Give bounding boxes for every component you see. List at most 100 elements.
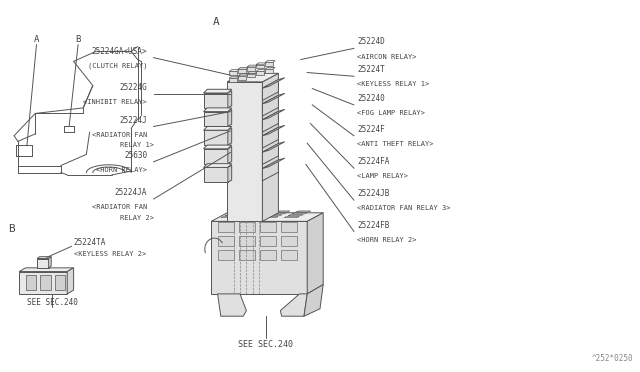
Bar (281, 236, 297, 246)
Polygon shape (204, 89, 232, 93)
Text: <HORN RELAY>: <HORN RELAY> (96, 167, 147, 173)
Text: 25224FB: 25224FB (357, 221, 390, 230)
Text: <HORN RELAY 2>: <HORN RELAY 2> (357, 237, 417, 243)
Polygon shape (37, 257, 51, 259)
Bar (55, 275, 65, 290)
Polygon shape (262, 73, 278, 221)
Polygon shape (204, 167, 228, 182)
Polygon shape (229, 76, 239, 78)
Bar (260, 236, 276, 246)
Polygon shape (238, 74, 248, 76)
Polygon shape (225, 215, 240, 216)
Polygon shape (275, 211, 290, 212)
Text: 25224D: 25224D (357, 38, 385, 46)
Text: SEE SEC.240: SEE SEC.240 (238, 340, 293, 349)
Polygon shape (288, 215, 303, 216)
Bar (218, 222, 234, 232)
Polygon shape (262, 80, 278, 100)
Text: 25224GA<USA>: 25224GA<USA> (92, 47, 147, 56)
Bar (281, 222, 297, 232)
Polygon shape (204, 164, 232, 167)
Polygon shape (267, 215, 282, 216)
Polygon shape (284, 217, 300, 218)
Bar (239, 222, 255, 232)
Polygon shape (263, 217, 278, 218)
Polygon shape (67, 268, 74, 294)
Text: RELAY 1>: RELAY 1> (120, 142, 154, 148)
Polygon shape (265, 62, 273, 66)
Polygon shape (262, 109, 285, 120)
Text: SEE SEC.240: SEE SEC.240 (27, 298, 78, 307)
Polygon shape (204, 93, 228, 108)
Polygon shape (204, 112, 228, 126)
Polygon shape (19, 268, 74, 272)
Text: <INHIBIT RELAY>: <INHIBIT RELAY> (83, 99, 147, 105)
Polygon shape (280, 294, 307, 316)
Polygon shape (242, 217, 257, 218)
Polygon shape (262, 78, 285, 88)
Text: <RADIATOR FAN: <RADIATOR FAN (92, 204, 147, 210)
Polygon shape (262, 111, 278, 132)
Polygon shape (204, 108, 232, 112)
Polygon shape (228, 91, 232, 108)
Text: A: A (34, 35, 39, 44)
Text: 25224JA: 25224JA (115, 188, 147, 197)
Text: 252240: 252240 (357, 94, 385, 103)
Polygon shape (247, 74, 255, 77)
Bar (19, 272, 67, 294)
Bar (37, 259, 49, 268)
Polygon shape (49, 257, 51, 268)
Polygon shape (265, 61, 275, 62)
Polygon shape (296, 211, 311, 212)
Bar (260, 250, 276, 260)
Text: 25224TA: 25224TA (74, 238, 106, 247)
Polygon shape (271, 213, 286, 214)
Polygon shape (304, 285, 323, 316)
Text: B: B (76, 35, 81, 44)
Polygon shape (262, 125, 285, 136)
Polygon shape (228, 109, 232, 126)
Polygon shape (227, 82, 262, 221)
Text: RELAY 2>: RELAY 2> (120, 215, 154, 221)
Text: 25224G: 25224G (120, 83, 147, 92)
Text: <FOG LAMP RELAY>: <FOG LAMP RELAY> (357, 110, 425, 116)
Polygon shape (262, 158, 285, 169)
Polygon shape (256, 65, 264, 68)
Bar (281, 250, 297, 260)
Polygon shape (256, 70, 266, 71)
Polygon shape (228, 213, 244, 214)
Polygon shape (262, 160, 278, 181)
Polygon shape (246, 215, 261, 216)
Polygon shape (229, 71, 237, 75)
Polygon shape (256, 63, 266, 65)
Polygon shape (250, 213, 265, 214)
Text: B: B (8, 224, 15, 234)
Text: <KEYLESS RELAY 2>: <KEYLESS RELAY 2> (74, 251, 146, 257)
Polygon shape (262, 95, 278, 116)
Polygon shape (228, 128, 232, 145)
Text: <RADIATOR FAN: <RADIATOR FAN (92, 132, 147, 138)
Text: 25224FA: 25224FA (357, 157, 390, 166)
Polygon shape (218, 294, 246, 316)
Text: <ANTI THEFT RELAY>: <ANTI THEFT RELAY> (357, 141, 434, 147)
Polygon shape (211, 221, 307, 294)
Polygon shape (238, 69, 246, 73)
Polygon shape (204, 145, 232, 149)
Text: 25224T: 25224T (357, 65, 385, 74)
Polygon shape (292, 213, 307, 214)
Bar (40, 275, 51, 290)
Polygon shape (227, 73, 278, 82)
Text: 25224F: 25224F (357, 125, 385, 134)
Text: 25224J: 25224J (120, 116, 147, 125)
Text: <RADIATOR FAN RELAY 3>: <RADIATOR FAN RELAY 3> (357, 205, 451, 211)
Text: ^252*0250: ^252*0250 (592, 354, 634, 363)
Text: <KEYLESS RELAY 1>: <KEYLESS RELAY 1> (357, 81, 429, 87)
Polygon shape (204, 149, 228, 164)
Bar (260, 222, 276, 232)
Polygon shape (238, 76, 246, 80)
Polygon shape (247, 65, 257, 67)
Polygon shape (247, 67, 255, 71)
Polygon shape (229, 78, 237, 82)
Text: <LAMP RELAY>: <LAMP RELAY> (357, 173, 408, 179)
Polygon shape (262, 144, 278, 164)
